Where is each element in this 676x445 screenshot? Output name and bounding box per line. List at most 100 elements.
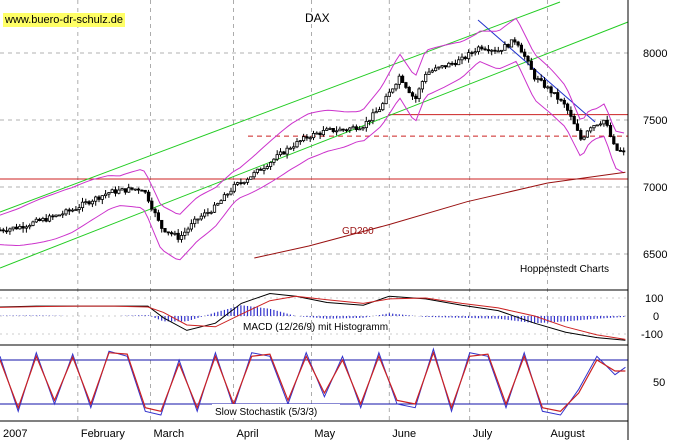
x-tick-label: 2007 <box>3 428 27 440</box>
x-tick-label: April <box>237 428 259 440</box>
candle-body <box>87 201 91 205</box>
candle-body <box>67 209 71 212</box>
candle-body <box>453 62 458 66</box>
candle-body <box>117 189 121 194</box>
candle-body <box>292 146 296 149</box>
candle-body <box>622 150 626 153</box>
candle-body <box>328 128 332 130</box>
candle-body <box>605 119 609 126</box>
candle-body <box>539 78 543 81</box>
candle-body <box>173 232 177 235</box>
candle-body <box>397 75 401 85</box>
candle-body <box>344 129 349 132</box>
candle-body <box>308 137 312 140</box>
candle-body <box>384 95 388 105</box>
candle-body <box>265 166 269 169</box>
candle-body <box>156 212 160 221</box>
candle-body <box>503 44 507 51</box>
candle-body <box>242 181 246 184</box>
candle-body <box>84 201 88 204</box>
candle-body <box>1 229 5 232</box>
y-tick-label: 8000 <box>643 48 667 60</box>
x-tick-label: February <box>81 428 126 440</box>
candle-body <box>364 120 368 129</box>
candle-body <box>460 56 464 61</box>
candle-body <box>41 218 45 222</box>
candle-body <box>354 126 359 130</box>
candle-body <box>410 92 415 97</box>
candle-body <box>566 103 570 111</box>
candle-body <box>298 140 302 143</box>
candle-body <box>262 168 266 171</box>
candle-body <box>193 218 197 225</box>
candle-body <box>169 232 174 235</box>
stoch-title-box <box>212 404 340 418</box>
candle-body <box>285 147 289 155</box>
candle-body <box>189 223 193 230</box>
candle-body <box>97 196 101 200</box>
candle-body <box>585 130 590 138</box>
candle-body <box>552 92 557 94</box>
candle-body <box>282 151 286 155</box>
candle-body <box>318 132 322 136</box>
candle-body <box>196 218 200 221</box>
candle-body <box>113 189 118 194</box>
candle-body <box>358 128 362 131</box>
candle-body <box>301 136 306 142</box>
candle-body <box>602 119 606 125</box>
stoch-title: Slow Stochastik (5/3/3) <box>215 407 317 418</box>
x-tick-label: August <box>551 428 585 440</box>
candle-body <box>226 193 230 196</box>
candle-body <box>483 48 487 51</box>
candle-body <box>391 88 395 93</box>
x-tick-label: March <box>154 428 185 440</box>
candle-body <box>387 91 392 97</box>
candle-body <box>245 178 250 183</box>
candle-body <box>592 125 596 129</box>
candle-body <box>447 62 451 68</box>
candle-body <box>38 218 42 222</box>
candle-body <box>331 128 335 133</box>
candle-body <box>160 219 164 229</box>
candle-body <box>183 231 187 236</box>
candle-body <box>5 230 9 233</box>
candle-body <box>599 123 603 126</box>
candle-body <box>18 225 22 230</box>
candle-body <box>466 52 471 60</box>
candle-body <box>51 215 55 218</box>
candle-body <box>493 49 497 52</box>
macd-tick-label: 100 <box>645 293 663 305</box>
candle-body <box>311 132 316 139</box>
candle-body <box>120 188 124 191</box>
candle-body <box>202 212 207 217</box>
candle-body <box>420 81 425 90</box>
gd200-line <box>254 171 626 259</box>
candle-body <box>123 188 127 193</box>
candle-body <box>506 44 510 48</box>
candle-body <box>64 209 68 215</box>
candle-body <box>608 125 613 138</box>
candle-body <box>133 188 137 191</box>
candle-body <box>427 71 431 75</box>
candle-body <box>104 193 108 197</box>
candle-body <box>305 136 309 139</box>
candle-body <box>24 226 29 229</box>
price-panel <box>0 1 629 269</box>
candle-body <box>486 49 491 52</box>
candle-body <box>61 213 65 216</box>
candle-body <box>54 214 58 217</box>
candle-body <box>222 194 226 202</box>
x-tick-label: July <box>473 428 493 440</box>
candle-body <box>556 92 560 100</box>
candle-body <box>513 39 517 43</box>
candle-body <box>579 130 583 140</box>
candle-body <box>325 128 329 131</box>
candle-body <box>374 111 378 114</box>
candle-body <box>136 188 141 191</box>
stoch-d-line <box>0 350 626 413</box>
candle-body <box>206 211 210 214</box>
axes: 2007 February March April May June July August 6… <box>0 0 667 440</box>
macd-tick-label: 0 <box>653 311 659 323</box>
candle-body <box>589 127 593 132</box>
candle-body <box>176 232 180 240</box>
